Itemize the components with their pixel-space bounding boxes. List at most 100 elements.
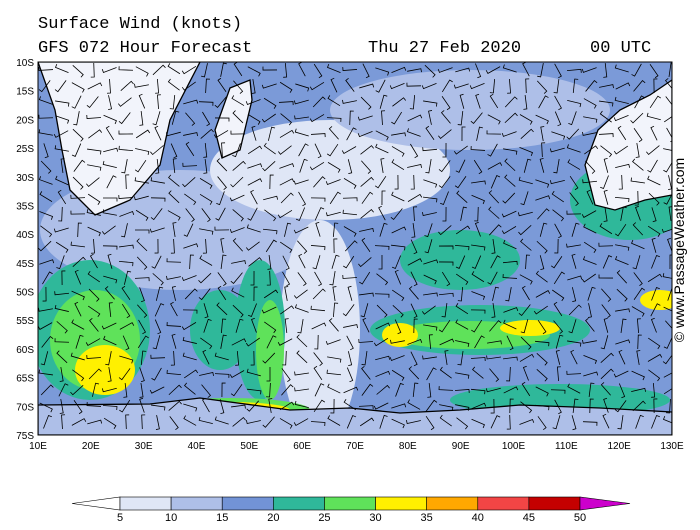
wind-barb xyxy=(535,270,548,283)
wind-barb xyxy=(601,304,611,318)
wind-barb xyxy=(296,334,308,348)
wind-barb xyxy=(582,339,597,344)
wind-barb xyxy=(551,131,566,140)
wind-barb xyxy=(473,159,483,175)
wind-barb xyxy=(293,418,309,426)
wind-barb xyxy=(61,414,66,430)
wind-barb xyxy=(651,414,660,429)
wind-barb xyxy=(361,160,372,174)
wind-barb xyxy=(155,415,160,430)
wind-barb xyxy=(185,112,196,126)
wind-barb xyxy=(139,287,145,303)
wind-barb xyxy=(120,80,134,91)
wind-barb xyxy=(87,164,102,171)
wind-barb xyxy=(141,414,146,430)
wind-barb xyxy=(61,270,66,286)
wind-barb xyxy=(438,245,454,250)
wind-barb xyxy=(647,159,658,173)
wind-barb xyxy=(535,386,549,397)
latitude-label: 65S xyxy=(16,374,34,385)
longitude-label: 30E xyxy=(135,441,153,452)
wind-barb xyxy=(181,65,197,75)
wind-barb xyxy=(438,261,454,266)
wind-barb xyxy=(265,239,277,253)
wind-barb xyxy=(181,322,197,331)
wind-barb xyxy=(87,305,101,318)
wind-barb xyxy=(555,334,564,349)
wind-barb xyxy=(571,253,577,269)
wind-barb xyxy=(284,222,292,237)
wind-barb xyxy=(92,382,100,397)
wind-barb xyxy=(614,223,627,237)
wind-barb xyxy=(201,397,210,413)
wind-barb xyxy=(202,111,211,127)
wind-barb xyxy=(651,254,660,269)
wind-barb xyxy=(38,80,51,93)
wind-barb xyxy=(125,174,130,190)
wind-barb xyxy=(635,143,640,158)
wind-barb xyxy=(600,145,613,158)
wind-barb xyxy=(217,77,227,92)
wind-barb xyxy=(313,176,326,188)
wind-barb xyxy=(172,158,177,174)
wind-barb xyxy=(245,99,261,106)
wind-barb xyxy=(361,351,368,366)
wind-barb xyxy=(230,176,244,188)
wind-barb xyxy=(412,382,419,398)
wind-barb xyxy=(362,63,370,79)
wind-barb xyxy=(314,143,322,159)
wind-barb xyxy=(266,366,271,382)
wind-barb xyxy=(554,399,562,415)
wind-barb xyxy=(471,291,486,300)
wind-barb xyxy=(668,206,672,221)
forecast-time: 00 UTC xyxy=(590,39,651,58)
wind-barb xyxy=(651,382,656,398)
wind-barb xyxy=(102,197,118,202)
wind-barb xyxy=(221,382,226,398)
wind-barb xyxy=(347,159,353,175)
wind-barb xyxy=(55,115,70,124)
wind-barb xyxy=(391,403,407,409)
wind-barb xyxy=(39,211,54,220)
wind-barb xyxy=(199,193,213,205)
wind-barb xyxy=(581,273,596,283)
wind-barb xyxy=(118,260,134,267)
wind-barb xyxy=(666,127,672,143)
wind-barb xyxy=(358,405,374,410)
wind-barb xyxy=(277,338,293,346)
wind-barb xyxy=(198,416,213,425)
wind-barb xyxy=(119,399,131,413)
wind-barb xyxy=(263,97,277,109)
wind-barb xyxy=(598,133,614,138)
longitude-label: 80E xyxy=(399,441,417,452)
wind-barb xyxy=(247,66,261,77)
wind-barb xyxy=(456,190,468,203)
wind-barb xyxy=(489,320,502,332)
wind-barb xyxy=(118,97,132,107)
wind-barb xyxy=(170,350,175,366)
latitude-label: 20S xyxy=(16,115,34,126)
wind-barb xyxy=(407,193,423,202)
wind-barb xyxy=(600,368,614,380)
colorbar-label: 50 xyxy=(574,512,586,524)
wind-barb xyxy=(376,304,388,318)
wind-barb xyxy=(326,64,341,73)
wind-barb xyxy=(424,64,436,78)
wind-barb xyxy=(667,237,672,253)
wind-barb xyxy=(615,163,631,169)
map-area xyxy=(38,62,672,435)
wind-barb xyxy=(569,175,579,191)
wind-barb xyxy=(438,386,454,391)
wind-barb xyxy=(455,404,470,411)
wind-barb xyxy=(214,226,230,231)
wind-barb xyxy=(152,335,161,350)
wind-barb xyxy=(135,148,150,156)
wind-barb xyxy=(263,195,279,201)
wind-barb xyxy=(182,162,198,167)
wind-barb xyxy=(262,66,278,71)
wind-barb xyxy=(423,259,439,265)
wind-barb xyxy=(343,324,358,329)
wind-barb xyxy=(525,254,530,270)
wind-barb xyxy=(374,175,387,189)
wind-barb xyxy=(119,322,135,330)
